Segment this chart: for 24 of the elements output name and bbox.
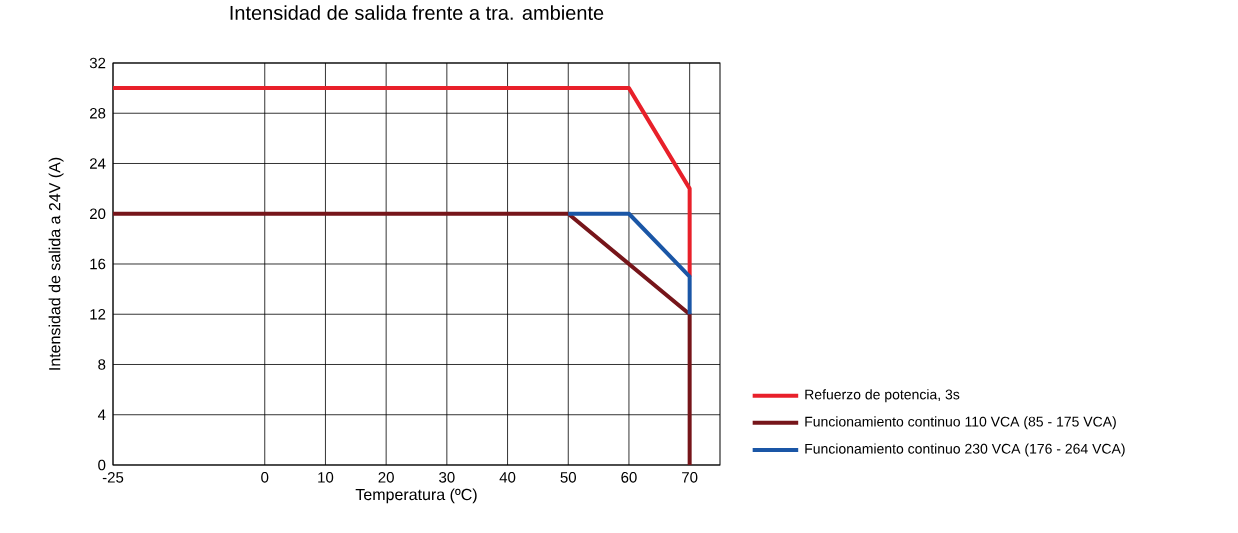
y-tick-label: 16: [90, 258, 106, 270]
y-tick-label: 24: [90, 158, 106, 169]
legend-label: Funcionamiento continuo 230 VCA (176 - 264 VCA): [805, 443, 1125, 457]
y-tick-label: 4: [97, 409, 106, 420]
x-tick-label: -25: [102, 472, 124, 483]
y-tick-label: 20: [90, 208, 106, 220]
legend-label: Funcionamiento continuo 110 VCA (85 - 175 VCA): [805, 416, 1116, 430]
x-tick-label: 10: [318, 472, 334, 483]
y-tick-label: 32: [89, 57, 106, 69]
y-tick-label: 0: [98, 459, 106, 471]
chart-title: Intensidad de salida frente a tra. ambiente: [230, 5, 604, 20]
y-tick-label: 8: [98, 359, 106, 370]
x-tick-label: 60: [621, 472, 637, 483]
legend-label: Refuerzo de potencia, 3s: [805, 389, 960, 403]
y-tick-label: 28: [90, 107, 106, 119]
y-axis-title: Intensidad de salida a 24V (A): [48, 157, 64, 370]
y-tick-label: 12: [90, 309, 106, 320]
x-tick-label: 20: [378, 472, 394, 483]
x-tick-label: 40: [499, 472, 516, 483]
x-tick-label: 50: [560, 472, 576, 483]
x-tick-label: 0: [261, 472, 269, 483]
x-tick-label: 70: [682, 472, 698, 483]
x-axis-title: Temperatura (ºC): [355, 488, 477, 504]
x-tick-label: 30: [439, 472, 455, 483]
